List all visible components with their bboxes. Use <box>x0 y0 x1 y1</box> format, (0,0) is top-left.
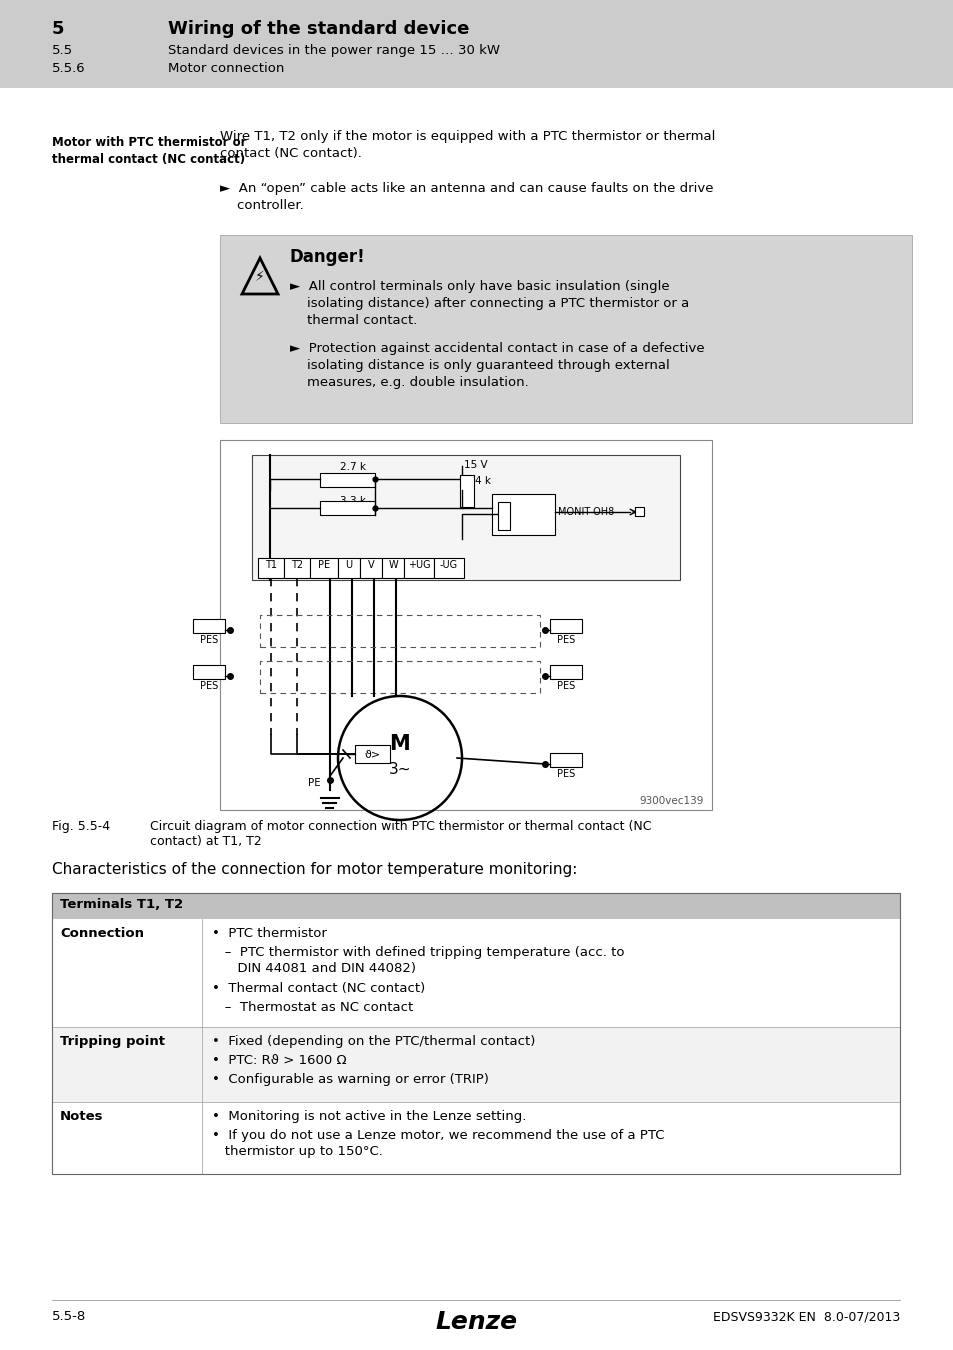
Text: -UG: -UG <box>439 560 457 570</box>
Text: •  Fixed (depending on the PTC/thermal contact): • Fixed (depending on the PTC/thermal co… <box>212 1035 535 1048</box>
Text: PES: PES <box>200 680 218 691</box>
Text: •  Configurable as warning or error (TRIP): • Configurable as warning or error (TRIP… <box>212 1073 488 1085</box>
Text: •  If you do not use a Lenze motor, we recommend the use of a PTC
   thermistor : • If you do not use a Lenze motor, we re… <box>212 1129 664 1158</box>
Text: PE: PE <box>308 778 320 788</box>
Bar <box>434 558 463 578</box>
Bar <box>635 508 643 516</box>
Bar <box>260 616 539 647</box>
Text: EDSVS9332K EN  8.0-07/2013: EDSVS9332K EN 8.0-07/2013 <box>712 1310 899 1323</box>
Text: •  Thermal contact (NC contact): • Thermal contact (NC contact) <box>212 981 425 995</box>
Text: 3.3 k: 3.3 k <box>339 495 366 506</box>
Bar <box>0 0 953 88</box>
Bar <box>52 892 899 1174</box>
Bar <box>52 1027 899 1102</box>
Bar <box>337 558 359 578</box>
Bar <box>319 501 375 514</box>
Bar <box>260 662 539 693</box>
Text: ►  An “open” cable acts like an antenna and can cause faults on the drive
    co: ► An “open” cable acts like an antenna a… <box>220 182 713 212</box>
Text: –  Thermostat as NC contact: – Thermostat as NC contact <box>212 1000 413 1014</box>
Text: M: M <box>389 734 410 755</box>
Text: T1: T1 <box>265 560 276 570</box>
Text: 15 V: 15 V <box>463 460 487 470</box>
Bar <box>403 558 434 578</box>
Text: 2.7 k: 2.7 k <box>339 462 366 472</box>
Bar <box>459 475 474 508</box>
Bar <box>52 892 899 919</box>
Text: 3~: 3~ <box>388 763 411 778</box>
Text: Notes: Notes <box>60 1110 103 1123</box>
Text: Motor connection: Motor connection <box>168 62 284 76</box>
Text: +UG: +UG <box>407 560 430 570</box>
Bar <box>193 666 225 679</box>
Text: 7.4 k: 7.4 k <box>464 477 491 486</box>
Text: •  PTC: Rϑ > 1600 Ω: • PTC: Rϑ > 1600 Ω <box>212 1054 346 1067</box>
Text: Wiring of the standard device: Wiring of the standard device <box>168 20 469 38</box>
Bar <box>319 472 375 487</box>
Text: W: W <box>388 560 397 570</box>
Bar <box>257 558 284 578</box>
Bar <box>550 666 581 679</box>
Bar <box>220 235 911 423</box>
Text: Characteristics of the connection for motor temperature monitoring:: Characteristics of the connection for mo… <box>52 863 577 878</box>
Text: ⚡: ⚡ <box>254 270 265 284</box>
Text: PES: PES <box>557 634 575 645</box>
Text: 5.5-8: 5.5-8 <box>52 1310 86 1323</box>
Text: PES: PES <box>557 680 575 691</box>
Text: T2: T2 <box>291 560 303 570</box>
Text: Circuit diagram of motor connection with PTC thermistor or thermal contact (NC
c: Circuit diagram of motor connection with… <box>150 819 651 848</box>
Text: PES: PES <box>200 634 218 645</box>
Text: Danger!: Danger! <box>290 248 365 266</box>
Bar <box>550 620 581 633</box>
Text: 5.5.6: 5.5.6 <box>52 62 86 76</box>
Bar <box>52 919 899 1027</box>
Text: U: U <box>345 560 353 570</box>
Bar <box>52 1102 899 1174</box>
Text: Lenze: Lenze <box>436 1310 517 1334</box>
Text: Standard devices in the power range 15 … 30 kW: Standard devices in the power range 15 …… <box>168 45 499 57</box>
Text: ϑ>: ϑ> <box>363 751 379 760</box>
Bar <box>193 620 225 633</box>
Text: 5.5: 5.5 <box>52 45 73 57</box>
Bar <box>220 440 711 810</box>
Bar <box>252 455 679 580</box>
Text: V: V <box>367 560 374 570</box>
Text: Connection: Connection <box>60 927 144 940</box>
Bar <box>359 558 381 578</box>
Bar <box>284 558 310 578</box>
Text: Terminals T1, T2: Terminals T1, T2 <box>60 898 183 911</box>
Bar <box>492 494 555 535</box>
Text: ►  All control terminals only have basic insulation (single
    isolating distan: ► All control terminals only have basic … <box>290 279 688 327</box>
Bar <box>550 753 581 767</box>
Text: Motor with PTC thermistor or
thermal contact (NC contact): Motor with PTC thermistor or thermal con… <box>52 136 246 166</box>
Text: 9300vec139: 9300vec139 <box>639 796 703 806</box>
Bar <box>381 558 403 578</box>
Text: •  Monitoring is not active in the Lenze setting.: • Monitoring is not active in the Lenze … <box>212 1110 526 1123</box>
Text: ►  Protection against accidental contact in case of a defective
    isolating di: ► Protection against accidental contact … <box>290 342 704 389</box>
Bar <box>355 745 390 763</box>
Bar <box>497 502 510 531</box>
Text: •  PTC thermistor: • PTC thermistor <box>212 927 327 940</box>
Text: 5: 5 <box>52 20 65 38</box>
Text: PES: PES <box>557 769 575 779</box>
Bar <box>310 558 337 578</box>
Text: Wire T1, T2 only if the motor is equipped with a PTC thermistor or thermal
conta: Wire T1, T2 only if the motor is equippe… <box>220 130 715 161</box>
Text: PE: PE <box>317 560 330 570</box>
Text: MONIT-OH8: MONIT-OH8 <box>558 508 614 517</box>
Text: Fig. 5.5-4: Fig. 5.5-4 <box>52 819 110 833</box>
Text: Tripping point: Tripping point <box>60 1035 165 1048</box>
Text: –  PTC thermistor with defined tripping temperature (acc. to
      DIN 44081 and: – PTC thermistor with defined tripping t… <box>212 946 624 975</box>
